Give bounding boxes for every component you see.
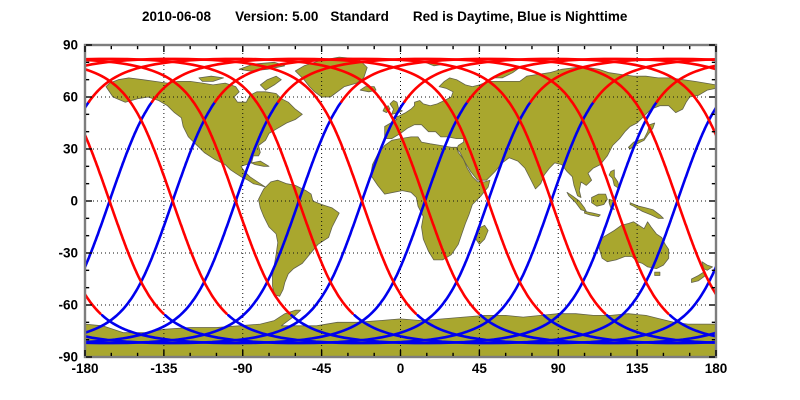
y-tick-label: 60 [63,90,78,105]
land-north-america [105,77,303,188]
x-tick-label: 180 [705,361,728,376]
night-track [0,102,26,343]
x-tick-label: 0 [397,361,405,376]
land-australia [598,221,670,269]
x-tick-label: -45 [312,361,332,376]
title-date: 2010-06-08 [142,9,212,24]
land-java [584,211,601,217]
day-track [529,57,716,103]
day-track [85,67,228,315]
day-track [87,57,481,315]
day-track [85,57,418,315]
day-track [466,57,716,103]
title-version: Version: 5.00 [235,9,319,24]
night-tracks [0,100,800,345]
land-tasmania [654,271,661,276]
tick-labels: -180 -135 -90 -45 0 45 90 135 180 90 60 30 0 -30 -60 -9… [58,38,727,376]
day-track [720,59,800,314]
night-track [85,100,154,271]
y-tick-label: 0 [70,194,78,209]
x-tick-label: -90 [233,361,253,376]
day-track [150,57,544,315]
night-track [733,102,800,343]
x-tick-label: -135 [150,361,178,376]
x-tick-label: -180 [71,361,98,376]
y-tick-label: 90 [63,38,78,53]
y-tick-label: -60 [58,298,78,313]
day-track [85,58,291,315]
land-new-guinea [629,202,664,219]
land-baffin [259,75,282,91]
x-tick-label: 135 [626,361,649,376]
x-tick-label: 90 [551,361,566,376]
plot-frame [83,43,718,359]
y-tick-label: -30 [58,246,78,261]
day-track [85,131,165,315]
y-tick-label: 30 [63,142,78,157]
land-cuba [251,160,270,167]
tick-layer [84,44,717,358]
chart-title: 2010-06-08 Version: 5.00 Standard Red is Da… [142,9,627,24]
x-tick-label: 45 [472,361,488,376]
day-track [340,57,716,297]
day-tracks [85,57,800,315]
day-track [403,57,716,139]
day-track [213,57,607,315]
title-mode: Standard [330,9,389,24]
title-legend: Red is Daytime, Blue is Nighttime [412,9,628,24]
y-tick-label: -90 [58,350,78,365]
night-track [85,100,217,335]
land-borneo [591,193,608,207]
day-track [277,57,670,315]
day-track [85,57,354,315]
grid-layer [85,45,716,357]
land-victoria-island [198,75,224,82]
day-track [783,59,800,314]
land-south-america [258,179,340,297]
